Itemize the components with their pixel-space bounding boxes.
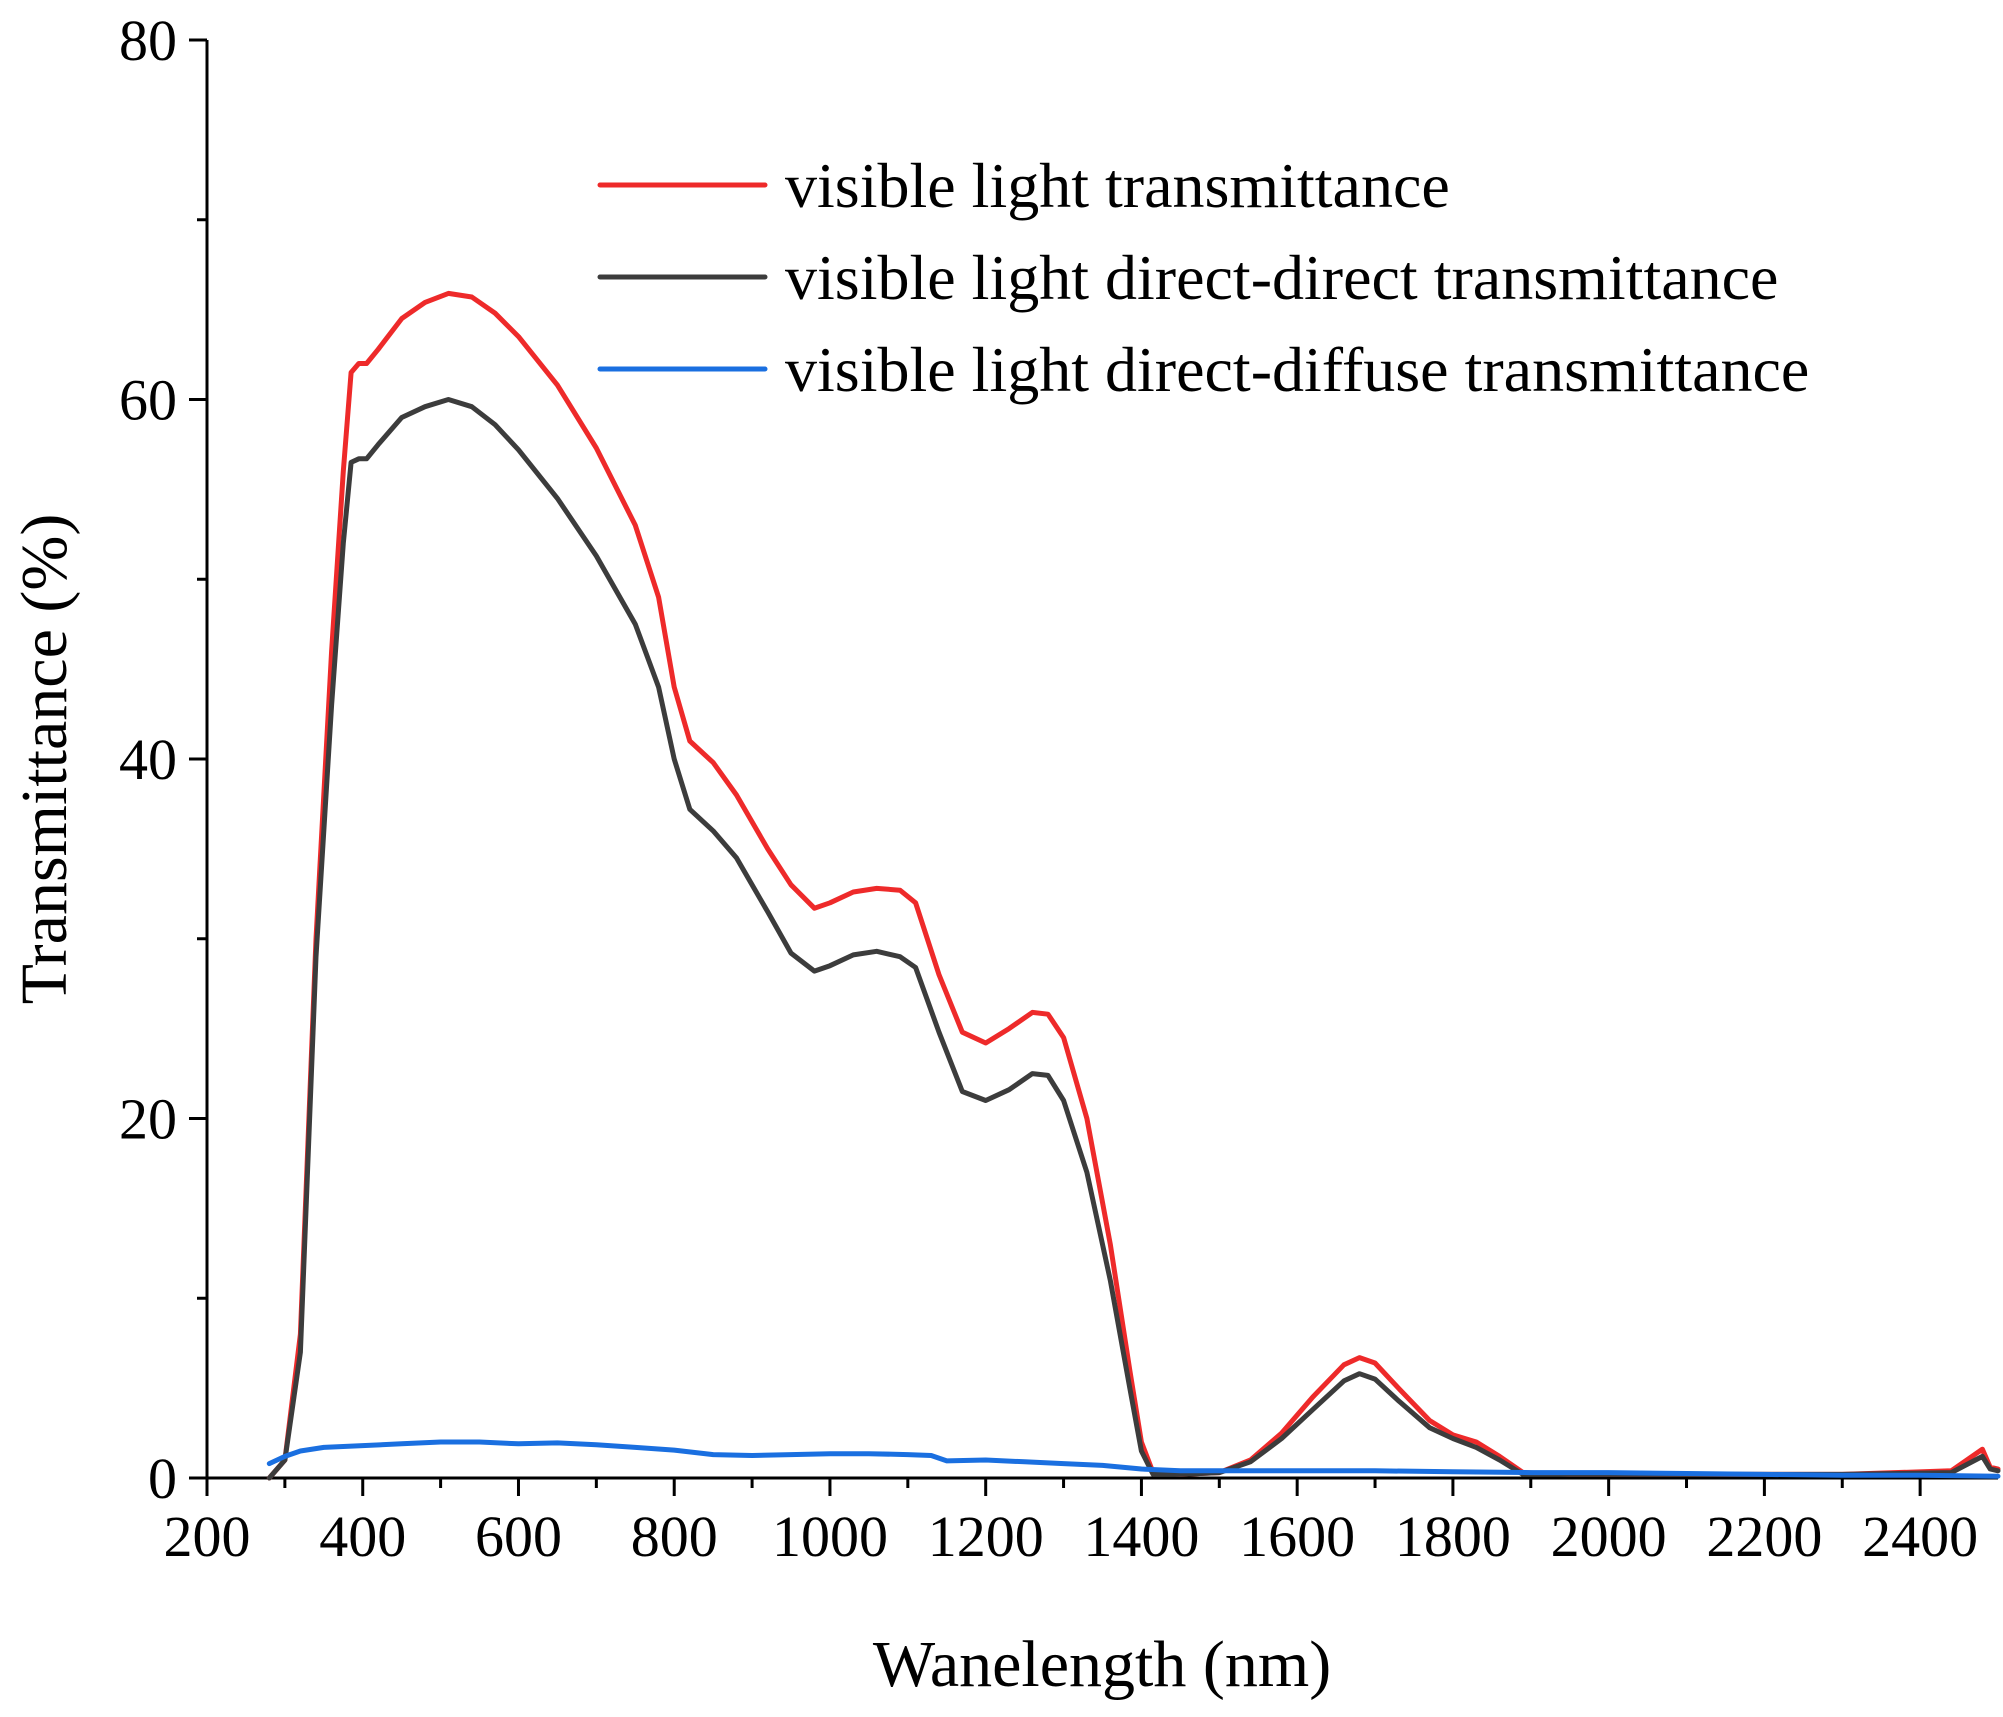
series-direct-direct-line <box>266 397 2001 1481</box>
y-tick-label-40: 40 <box>119 727 177 792</box>
series-direct-diffuse-line <box>266 1439 2001 1479</box>
x-tick-label-1000: 1000 <box>772 1504 888 1569</box>
x-tick-label-1800: 1800 <box>1395 1504 1511 1569</box>
x-tick-label-1400: 1400 <box>1083 1504 1199 1569</box>
y-tick-label-80: 80 <box>119 8 177 73</box>
x-tick-label-200: 200 <box>164 1504 251 1569</box>
x-axis-ticks: 200 400 600 800 1000 1200 1400 1600 1800 2000 2200… <box>164 1478 1978 1569</box>
plot-area: 200 400 600 800 1000 1200 1400 1600 1800 2000 2200… <box>119 8 2001 1569</box>
y-axis-title: Transmittance (%) <box>8 514 81 1005</box>
x-axis-title: Wanelength (nm) <box>873 1628 1331 1701</box>
legend-label-direct-diffuse: visible light direct-diffuse transmittan… <box>785 334 1809 405</box>
x-tick-label-1600: 1600 <box>1239 1504 1355 1569</box>
legend-label-direct-direct: visible light direct-direct transmittanc… <box>785 242 1778 313</box>
x-tick-label-2000: 2000 <box>1551 1504 1667 1569</box>
x-tick-label-2200: 2200 <box>1706 1504 1822 1569</box>
legend-label-transmittance: visible light transmittance <box>785 150 1450 221</box>
x-tick-label-600: 600 <box>475 1504 562 1569</box>
y-axis-ticks: 0 20 40 60 80 <box>119 8 207 1511</box>
x-tick-label-400: 400 <box>319 1504 406 1569</box>
x-tick-label-1200: 1200 <box>928 1504 1044 1569</box>
y-tick-label-20: 20 <box>119 1087 177 1152</box>
y-tick-label-0: 0 <box>148 1446 177 1511</box>
x-tick-label-800: 800 <box>631 1504 718 1569</box>
series-group <box>266 290 2001 1481</box>
legend: visible light transmittance visible ligh… <box>597 150 1809 405</box>
x-tick-label-2400: 2400 <box>1862 1504 1978 1569</box>
series-transmittance-line <box>266 290 2001 1481</box>
y-tick-label-60: 60 <box>119 368 177 433</box>
